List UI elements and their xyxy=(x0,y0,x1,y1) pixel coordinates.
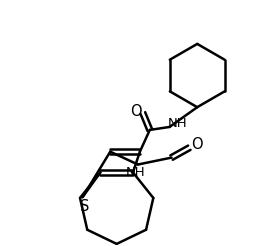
Text: S: S xyxy=(80,199,89,214)
Text: O: O xyxy=(192,137,203,152)
Text: NH: NH xyxy=(126,166,146,179)
Text: O: O xyxy=(130,104,142,119)
Text: NH: NH xyxy=(168,118,187,130)
